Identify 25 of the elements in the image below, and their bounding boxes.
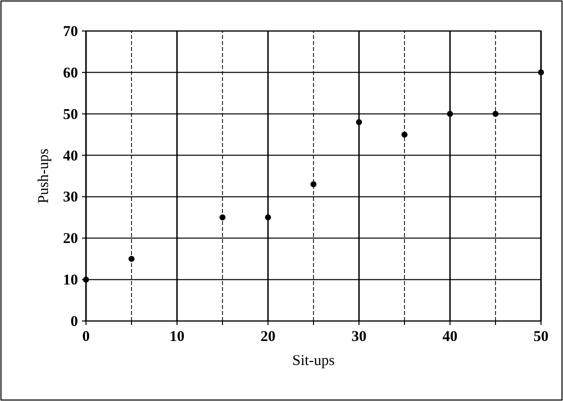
y-tick-label: 50 [63,106,78,123]
y-axis-title: Push-ups [36,148,52,204]
point [492,110,498,117]
x-tick-label: 40 [442,329,458,345]
x-tick-label: 30 [352,329,366,345]
x-tick-label: 0 [82,329,90,345]
point [310,181,316,188]
point [447,110,453,117]
point [265,214,271,220]
y-tick-label: 40 [63,148,78,164]
y-tick-label: 0 [70,314,78,330]
x-tick-label: 20 [260,329,276,345]
point [402,132,408,138]
y-tick-label: 60 [63,65,78,82]
y-tick-label: 20 [63,231,78,248]
point [220,214,226,220]
x-axis-title: Sit-ups [292,353,335,369]
point [538,69,544,76]
y-tick-label: 10 [63,272,78,289]
point [356,119,362,126]
y-tick-label: 70 [63,24,78,40]
point [128,256,134,262]
x-tick-label: 50 [534,329,548,345]
y-tick-label: 30 [63,190,78,206]
x-tick-label: 10 [170,329,184,345]
